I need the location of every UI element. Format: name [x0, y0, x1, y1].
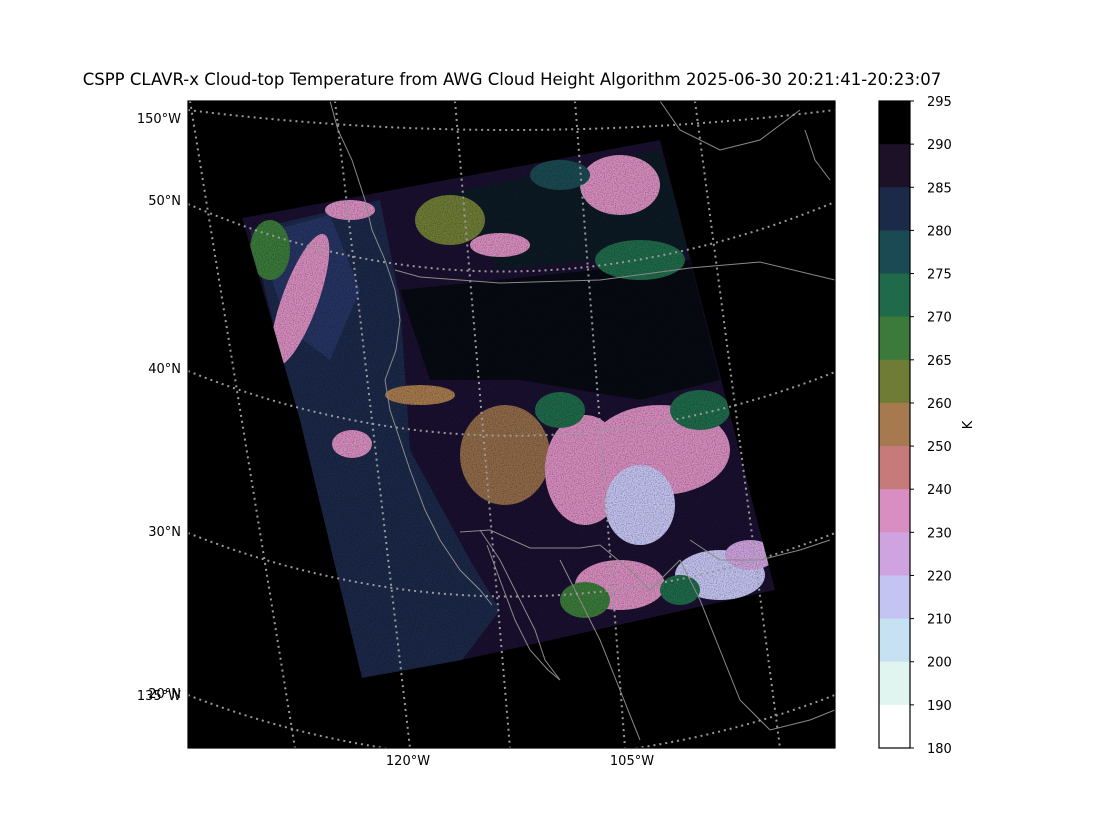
- coastlines: [329, 101, 835, 741]
- colorbar-segment: [879, 575, 910, 620]
- lon-label-150w: 150°W: [137, 112, 181, 127]
- colorbar-segment: [879, 230, 910, 275]
- colorbar-segment: [879, 359, 910, 404]
- lat-label-50n: 50°N: [148, 194, 181, 209]
- lon-label-135w: 135°W: [137, 689, 181, 704]
- colorbar-segment: [879, 446, 910, 490]
- colorbar-tick-label: 295: [927, 95, 952, 110]
- colorbar-tick-label: 230: [927, 526, 952, 541]
- colorbar-tick-label: 240: [927, 483, 952, 498]
- colorbar-segment: [879, 144, 910, 188]
- colorbar-segment: [879, 187, 910, 231]
- colorbar-tick-label: 275: [927, 268, 952, 283]
- colorbar-segment: [879, 273, 910, 318]
- colorbar-tick-label: 220: [927, 569, 952, 584]
- colorbar-tick-label: 285: [927, 181, 952, 196]
- colorbar-segment: [879, 532, 910, 576]
- colorbar-tick-label: 250: [927, 440, 952, 455]
- colorbar-segment: [879, 618, 910, 663]
- colorbar-segment: [879, 661, 910, 706]
- lat-label-40n: 40°N: [148, 362, 181, 377]
- colorbar-tick-label: 270: [927, 311, 952, 326]
- lat-label-20n: 20°N: [148, 687, 181, 702]
- colorbar-segment: [879, 704, 910, 749]
- colorbar-tick-label: 290: [927, 138, 952, 153]
- colorbar-tick-label: 190: [927, 699, 952, 714]
- colorbar-segment: [879, 316, 910, 361]
- colorbar: 295 290 285 280 275 270 265 260 250 240 230 220 210 2…: [878, 95, 952, 757]
- colorbar-segment: [879, 402, 910, 447]
- colorbar-segment: [879, 101, 910, 145]
- colorbar-segment: [879, 489, 910, 533]
- colorbar-tick-label: 265: [927, 354, 952, 369]
- colorbar-tick-label: 180: [927, 742, 952, 757]
- lon-label-120w: 120°W: [386, 754, 430, 769]
- map-frame: [187, 100, 836, 749]
- colorbar-tick-label: 280: [927, 224, 952, 239]
- colorbar-tick-label: 260: [927, 397, 952, 412]
- colorbar-tick-label: 210: [927, 613, 952, 628]
- colorbar-tick-label: 200: [927, 656, 952, 671]
- colorbar-frame: [878, 100, 911, 749]
- lon-label-105w: 105°W: [610, 754, 654, 769]
- plot-title: CSPP CLAVR-x Cloud-top Temperature from …: [82, 70, 942, 89]
- colorbar-unit-label: K: [961, 420, 976, 429]
- lat-label-30n: 30°N: [148, 525, 181, 540]
- graticule: [188, 101, 835, 748]
